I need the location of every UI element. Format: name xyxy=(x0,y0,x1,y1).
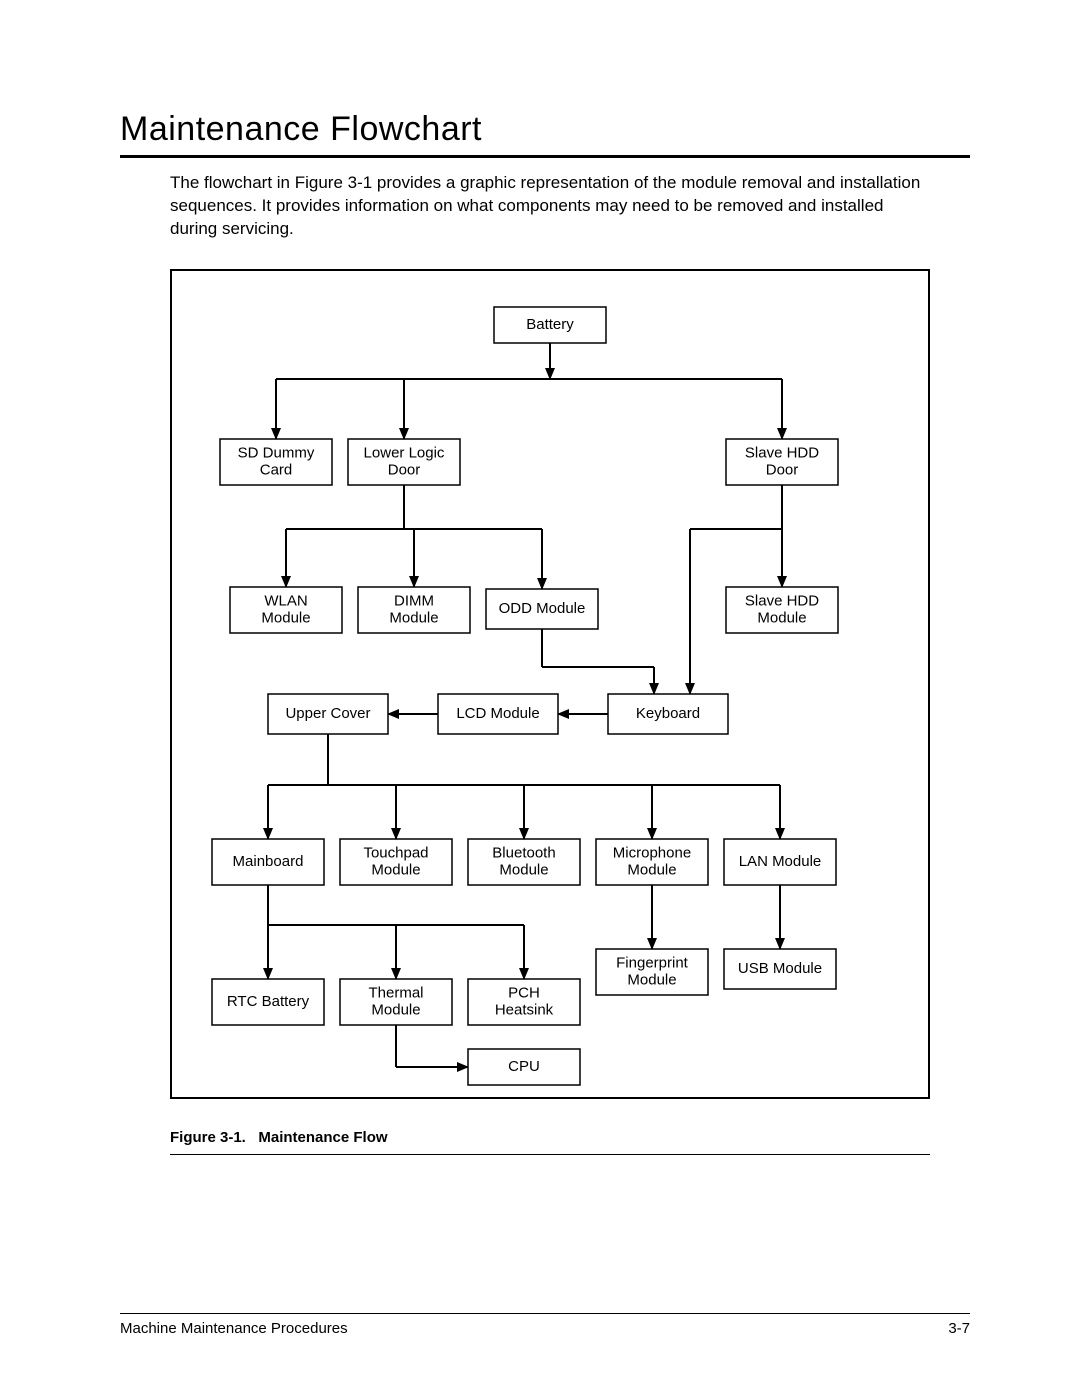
node-lcd: LCD Module xyxy=(438,694,558,734)
node-mainboard: Mainboard xyxy=(212,839,324,885)
node-bluetooth: BluetoothModule xyxy=(468,839,580,885)
svg-text:Module: Module xyxy=(371,1001,420,1018)
svg-text:Module: Module xyxy=(389,609,438,626)
node-usb: USB Module xyxy=(724,949,836,989)
page-footer: Machine Maintenance Procedures 3-7 xyxy=(120,1313,970,1337)
svg-text:Module: Module xyxy=(261,609,310,626)
svg-text:Fingerprint: Fingerprint xyxy=(616,954,689,971)
node-odd: ODD Module xyxy=(486,589,598,629)
node-touchpad: TouchpadModule xyxy=(340,839,452,885)
svg-text:Module: Module xyxy=(627,861,676,878)
node-slavedoor: Slave HDDDoor xyxy=(726,439,838,485)
figure-caption: Figure 3-1. Maintenance Flow xyxy=(170,1129,970,1146)
page-title: Maintenance Flowchart xyxy=(120,110,970,149)
svg-text:USB Module: USB Module xyxy=(738,960,822,977)
svg-text:RTC Battery: RTC Battery xyxy=(227,993,310,1010)
svg-text:Upper Cover: Upper Cover xyxy=(285,705,370,722)
svg-text:Lower Logic: Lower Logic xyxy=(364,444,445,461)
node-sd: SD DummyCard xyxy=(220,439,332,485)
svg-text:PCH: PCH xyxy=(508,984,540,1001)
footer-rule xyxy=(120,1313,970,1314)
svg-text:Microphone: Microphone xyxy=(613,844,691,861)
svg-text:Door: Door xyxy=(766,461,799,478)
svg-text:Door: Door xyxy=(388,461,421,478)
node-keyboard: Keyboard xyxy=(608,694,728,734)
node-thermal: ThermalModule xyxy=(340,979,452,1025)
flowchart-frame: BatterySD DummyCardLower LogicDoorSlave … xyxy=(170,269,930,1099)
svg-text:Touchpad: Touchpad xyxy=(363,844,428,861)
svg-text:WLAN: WLAN xyxy=(264,592,307,609)
svg-text:SD Dummy: SD Dummy xyxy=(238,444,315,461)
svg-text:Module: Module xyxy=(757,609,806,626)
node-pch: PCHHeatsink xyxy=(468,979,580,1025)
svg-text:DIMM: DIMM xyxy=(394,592,434,609)
node-battery: Battery xyxy=(494,307,606,343)
svg-text:Slave HDD: Slave HDD xyxy=(745,592,819,609)
svg-text:Mainboard: Mainboard xyxy=(233,853,304,870)
svg-text:Thermal: Thermal xyxy=(368,984,423,1001)
svg-text:Module: Module xyxy=(627,971,676,988)
svg-text:LAN Module: LAN Module xyxy=(739,853,822,870)
svg-text:Slave HDD: Slave HDD xyxy=(745,444,819,461)
svg-text:LCD Module: LCD Module xyxy=(456,705,539,722)
svg-text:ODD Module: ODD Module xyxy=(499,600,586,617)
node-upper: Upper Cover xyxy=(268,694,388,734)
node-microphone: MicrophoneModule xyxy=(596,839,708,885)
node-lowerlogic: Lower LogicDoor xyxy=(348,439,460,485)
svg-text:Battery: Battery xyxy=(526,316,574,333)
node-cpu: CPU xyxy=(468,1049,580,1085)
svg-text:Module: Module xyxy=(499,861,548,878)
title-rule xyxy=(120,155,970,158)
caption-title: Maintenance Flow xyxy=(258,1129,387,1146)
node-lan: LAN Module xyxy=(724,839,836,885)
svg-text:Keyboard: Keyboard xyxy=(636,705,700,722)
footer-left: Machine Maintenance Procedures xyxy=(120,1320,348,1337)
node-rtc: RTC Battery xyxy=(212,979,324,1025)
svg-text:CPU: CPU xyxy=(508,1058,540,1075)
svg-text:Card: Card xyxy=(260,461,293,478)
node-slavemod: Slave HDDModule xyxy=(726,587,838,633)
intro-text: The flowchart in Figure 3-1 provides a g… xyxy=(170,172,930,241)
node-dimm: DIMMModule xyxy=(358,587,470,633)
svg-text:Heatsink: Heatsink xyxy=(495,1001,554,1018)
caption-rule xyxy=(170,1154,930,1155)
footer-right: 3-7 xyxy=(948,1320,970,1337)
node-fingerprint: FingerprintModule xyxy=(596,949,708,995)
node-wlan: WLANModule xyxy=(230,587,342,633)
caption-prefix: Figure 3-1. xyxy=(170,1129,246,1146)
svg-text:Module: Module xyxy=(371,861,420,878)
svg-text:Bluetooth: Bluetooth xyxy=(492,844,555,861)
